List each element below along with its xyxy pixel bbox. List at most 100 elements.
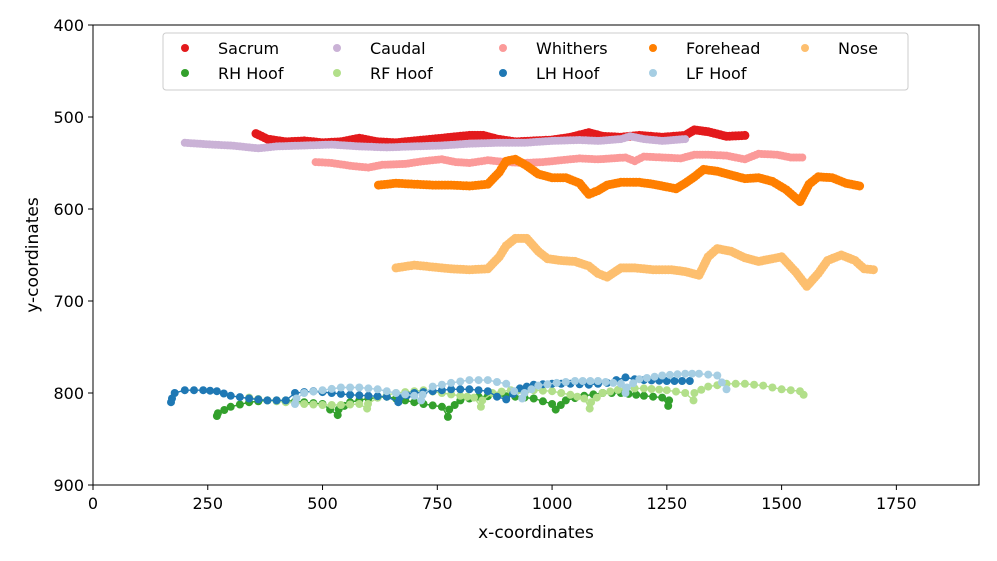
- data-point: [688, 369, 697, 378]
- legend-label: Whithers: [536, 39, 608, 58]
- data-point: [592, 393, 601, 402]
- data-point: [601, 378, 610, 386]
- data-point: [534, 381, 543, 390]
- legend-item-lf-hoof: LF Hoof: [649, 64, 747, 83]
- data-point: [571, 377, 579, 385]
- legend-label: RF Hoof: [370, 64, 433, 83]
- data-point: [731, 379, 740, 388]
- data-point: [621, 373, 630, 382]
- data-point: [681, 369, 690, 378]
- data-point: [336, 401, 345, 409]
- data-point: [190, 386, 198, 395]
- data-point: [786, 386, 795, 395]
- data-point: [635, 375, 644, 384]
- data-point: [292, 394, 301, 403]
- legend-marker: [499, 69, 507, 77]
- data-point: [578, 377, 587, 385]
- data-point: [670, 377, 679, 385]
- data-point: [658, 393, 667, 402]
- data-point: [226, 391, 235, 400]
- data-point: [206, 386, 215, 395]
- data-point: [561, 378, 570, 386]
- data-point: [410, 398, 419, 407]
- legend-label: Caudal: [370, 39, 426, 58]
- legend-label: LF Hoof: [686, 64, 747, 83]
- data-point: [410, 391, 419, 400]
- data-point: [650, 372, 659, 381]
- data-point: [632, 390, 641, 399]
- data-point: [450, 401, 459, 409]
- data-point: [690, 389, 699, 397]
- data-point: [318, 401, 327, 409]
- data-point: [639, 391, 648, 400]
- data-point: [543, 380, 552, 389]
- data-point: [527, 385, 536, 394]
- data-point: [474, 376, 483, 385]
- data-point: [538, 397, 547, 406]
- data-point: [355, 400, 364, 408]
- data-point: [220, 406, 229, 414]
- x-tick-label: 1000: [532, 494, 573, 513]
- data-point: [346, 400, 355, 409]
- data-point: [759, 381, 768, 390]
- y-tick-label: 600: [53, 200, 84, 219]
- data-point: [336, 383, 345, 392]
- data-point: [586, 377, 595, 385]
- legend-label: Forehead: [686, 39, 760, 58]
- legend-item-lh-hoof: LH Hoof: [499, 64, 600, 83]
- data-point: [665, 396, 674, 405]
- data-point: [213, 409, 222, 418]
- data-point: [689, 396, 698, 405]
- data-point: [463, 392, 472, 401]
- data-point: [538, 386, 547, 395]
- data-point: [561, 396, 570, 405]
- legend-item-nose: Nose: [801, 39, 878, 58]
- y-tick-label: 700: [53, 292, 84, 311]
- data-point: [704, 382, 713, 391]
- x-tick-label: 250: [192, 494, 223, 513]
- data-point: [681, 135, 690, 144]
- data-point: [355, 391, 364, 400]
- legend-marker: [333, 69, 341, 77]
- data-point: [673, 370, 682, 379]
- data-point: [364, 391, 373, 400]
- y-tick-label: 400: [53, 16, 84, 35]
- data-point: [346, 390, 355, 399]
- data-point: [502, 395, 511, 404]
- series-layer: [167, 125, 878, 421]
- data-point: [465, 376, 474, 385]
- data-point: [598, 389, 607, 397]
- data-point: [855, 181, 865, 191]
- data-point: [594, 377, 602, 385]
- legend-marker: [181, 69, 189, 77]
- data-point: [587, 398, 596, 407]
- data-point: [551, 405, 560, 414]
- data-point: [364, 400, 372, 408]
- x-tick-label: 0: [88, 494, 98, 513]
- legend-label: LH Hoof: [536, 64, 600, 83]
- data-point: [658, 371, 667, 380]
- data-point: [318, 386, 327, 395]
- data-point: [798, 153, 807, 162]
- data-point: [510, 387, 519, 396]
- data-point: [382, 387, 391, 396]
- data-point: [868, 265, 878, 275]
- data-point: [447, 378, 456, 387]
- data-point: [497, 387, 506, 396]
- data-point: [613, 385, 622, 394]
- data-point: [557, 389, 566, 397]
- data-point: [740, 130, 750, 140]
- data-point: [445, 405, 454, 414]
- x-axis-label: x-coordinates: [478, 523, 594, 543]
- data-point: [777, 385, 786, 394]
- data-point: [493, 378, 501, 386]
- x-axis: 0 250 500 750 1000 1250 1500 1750: [88, 485, 917, 513]
- y-axis: 400 500 600 700 800 900: [53, 16, 93, 495]
- x-tick-label: 500: [307, 494, 338, 513]
- data-point: [649, 392, 658, 401]
- data-point: [585, 404, 594, 413]
- legend-marker: [499, 44, 507, 52]
- plot-frame: [92, 24, 980, 486]
